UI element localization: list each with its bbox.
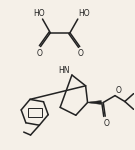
Text: O: O [78, 49, 84, 58]
Text: O: O [116, 86, 122, 95]
FancyBboxPatch shape [28, 108, 42, 117]
Text: HO: HO [78, 9, 90, 18]
Text: O: O [37, 49, 43, 58]
Text: HN: HN [58, 66, 70, 75]
Text: HO: HO [33, 9, 44, 18]
Polygon shape [88, 100, 101, 104]
Text: Abs: Abs [29, 110, 40, 115]
Text: O: O [103, 119, 109, 128]
